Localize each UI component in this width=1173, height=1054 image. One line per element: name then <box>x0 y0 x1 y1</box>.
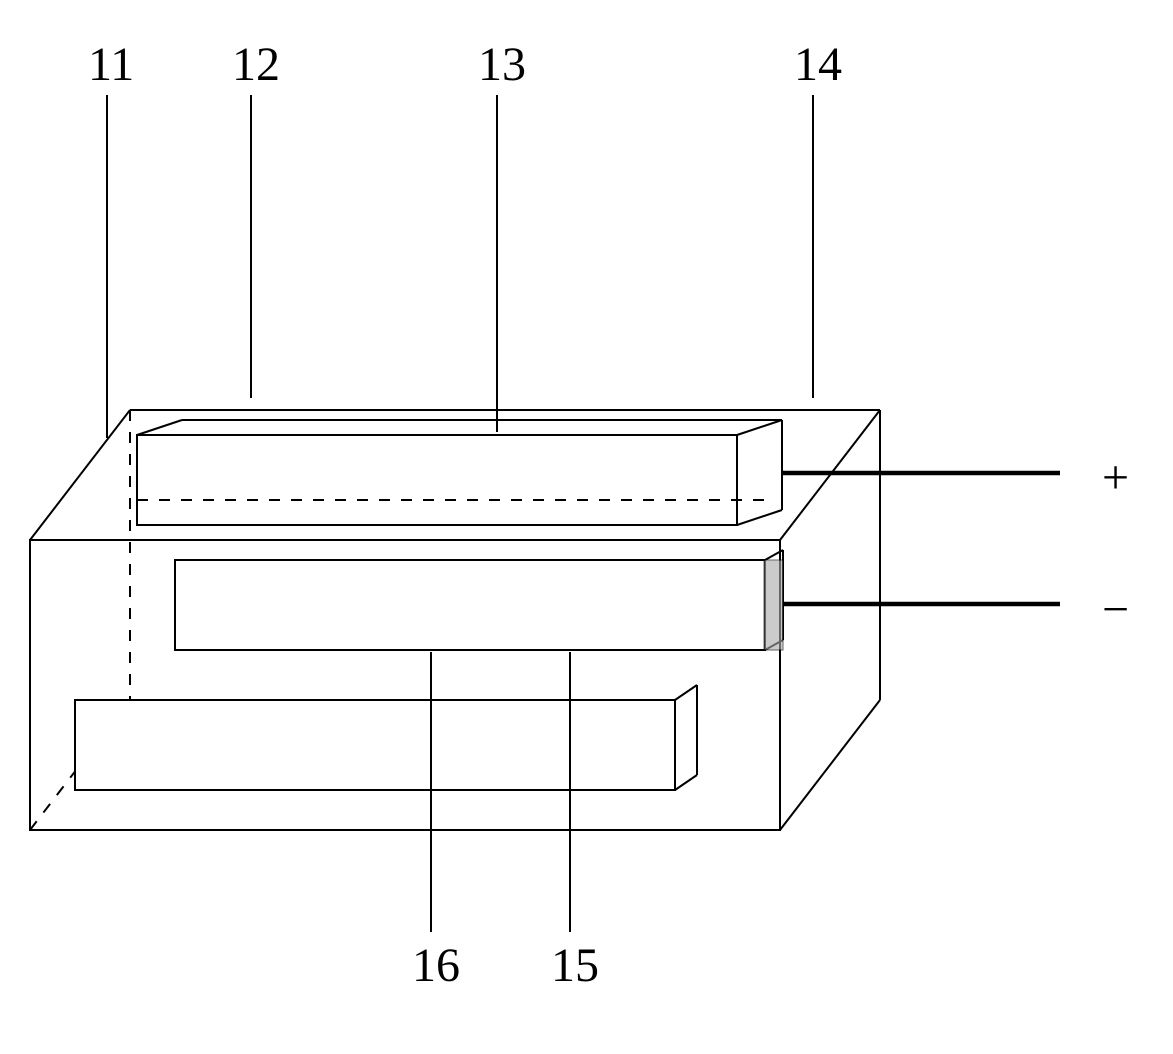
upper-bar-bot-right-diag <box>737 510 782 525</box>
lower-bar-top-right-diag <box>675 685 697 700</box>
middle-bar-connector <box>764 560 783 650</box>
technical-diagram: 11 12 13 14 15 16 + − <box>0 0 1173 1054</box>
upper-bar-top-right-diag <box>737 420 782 435</box>
label-16: 16 <box>412 938 460 993</box>
label-13: 13 <box>478 37 526 92</box>
diagram-svg <box>0 0 1173 1054</box>
label-11: 11 <box>88 37 134 92</box>
middle-bar-front <box>175 560 765 650</box>
upper-bar-front <box>137 435 737 525</box>
lower-bar-bot-right-diag <box>675 775 697 790</box>
label-12: 12 <box>232 37 280 92</box>
label-14: 14 <box>794 37 842 92</box>
label-15: 15 <box>551 938 599 993</box>
outer-bot-right-diag <box>780 700 880 830</box>
outer-top-left-diag <box>30 410 130 540</box>
lower-bar-front <box>75 700 675 790</box>
positive-symbol: + <box>1102 450 1129 505</box>
upper-bar-top-left-diag <box>137 420 182 435</box>
negative-symbol: − <box>1102 582 1129 637</box>
